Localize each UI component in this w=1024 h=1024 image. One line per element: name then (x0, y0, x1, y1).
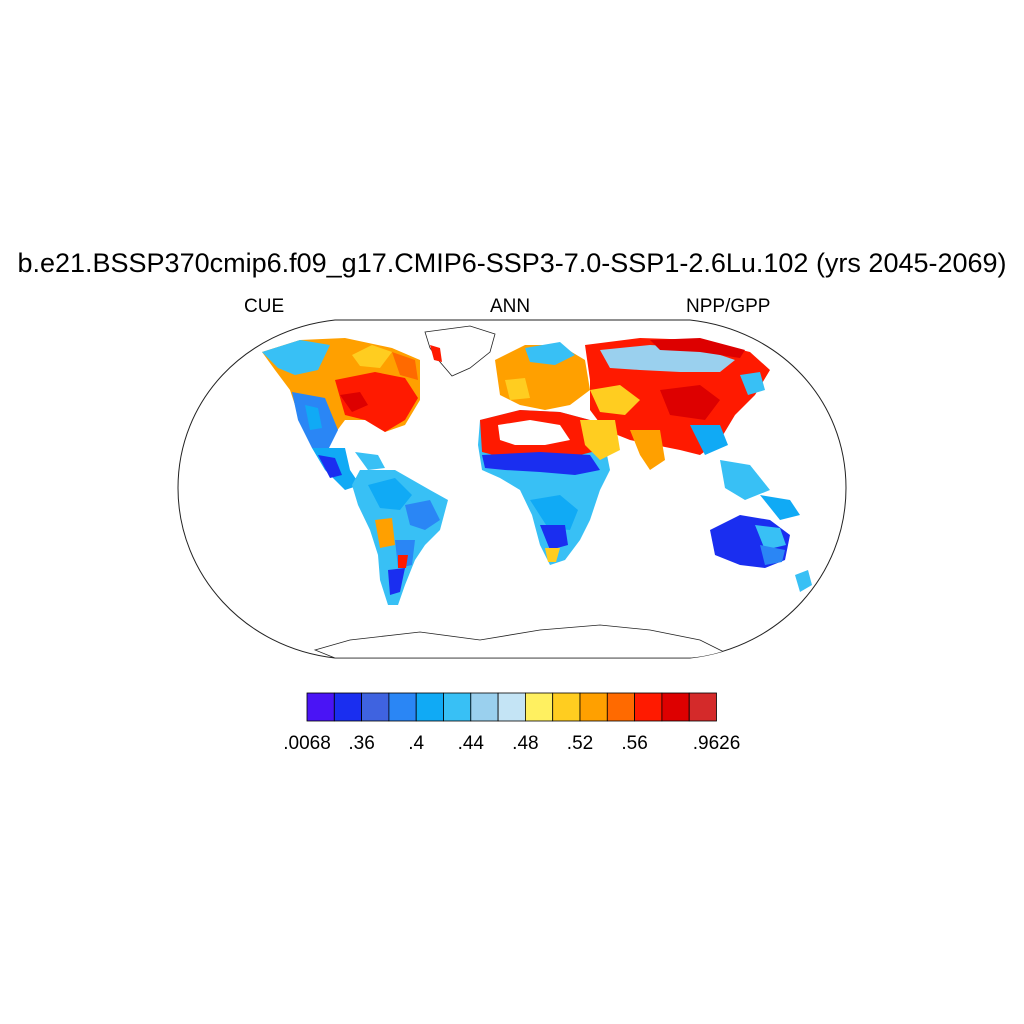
colorbar-box-4 (415, 692, 444, 722)
colorbar-box-8 (525, 692, 554, 722)
colorbar-label-0: .0068 (283, 733, 331, 754)
colorbar-label-2: .4 (408, 733, 425, 754)
colorbar-box-11 (606, 692, 635, 722)
colorbar-box-14 (688, 692, 717, 722)
colorbar-label-5: .52 (566, 733, 594, 754)
colorbar-box-2 (361, 692, 390, 722)
antarctica (313, 624, 732, 658)
colorbar-box-5 (443, 692, 472, 722)
colorbar-box-6 (470, 692, 499, 722)
colorbar-label-1: .36 (348, 733, 375, 754)
subtitle-right: NPP/GPP (686, 296, 771, 317)
colorbar-box-12 (634, 692, 663, 722)
asia (580, 338, 800, 520)
colorbar-box-9 (552, 692, 581, 722)
north-america (262, 338, 420, 490)
colorbar-label-6: .56 (621, 733, 648, 754)
colorbar-box-13 (661, 692, 690, 722)
south-america (352, 470, 448, 605)
colorbar-box-0 (306, 692, 335, 722)
australia (710, 515, 790, 568)
europe (495, 342, 590, 410)
subtitle-left: CUE (244, 296, 285, 317)
colorbar-label-3: .44 (457, 733, 485, 754)
colorbar-label-7: .9626 (692, 733, 741, 754)
plot-title: b.e21.BSSP370cmip6.f09_g17.CMIP6-SSP3-7.… (17, 248, 1007, 278)
colorbar (306, 692, 717, 722)
subtitle-center: ANN (490, 296, 531, 317)
colorbar-label-4: .48 (512, 733, 539, 754)
colorbar-box-7 (497, 692, 526, 722)
colorbar-box-1 (333, 692, 362, 722)
new-zealand (795, 570, 812, 592)
colorbar-box-10 (579, 692, 608, 722)
colorbar-box-3 (388, 692, 417, 722)
africa (478, 410, 610, 565)
